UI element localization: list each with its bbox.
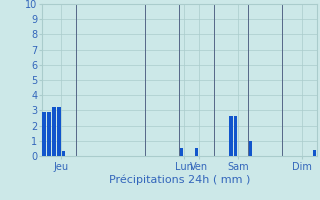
Bar [180,148,183,156]
Bar [229,116,233,156]
Bar [47,112,51,156]
Bar [249,141,252,156]
Bar [62,151,65,156]
Bar [195,148,198,156]
Bar [234,116,237,156]
Bar [42,112,46,156]
Bar [52,107,56,156]
Bar [57,107,60,156]
X-axis label: Précipitations 24h ( mm ): Précipitations 24h ( mm ) [108,174,250,185]
Bar [313,150,316,156]
